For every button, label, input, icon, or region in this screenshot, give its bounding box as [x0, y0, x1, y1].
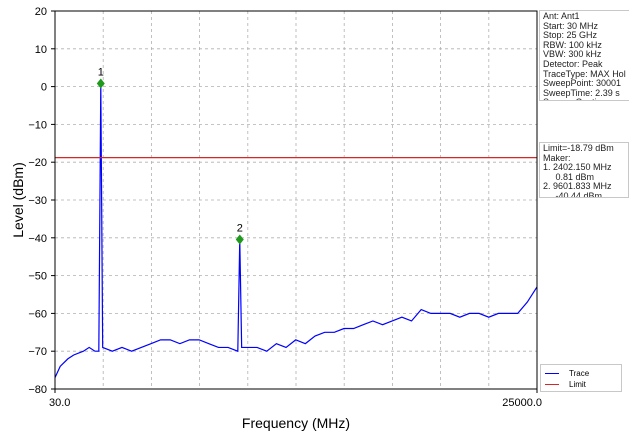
- plot-frame: [54, 10, 538, 390]
- legend-label-trace: Trace: [569, 368, 590, 378]
- legend-swatch-trace: [545, 372, 559, 374]
- x-tick-labels: 30.0 25000.0: [49, 389, 542, 409]
- x-axis-label: Frequency (MHz): [242, 415, 350, 431]
- y-tick-label: −30: [28, 195, 47, 207]
- legend-item-trace: Trace: [545, 368, 589, 378]
- y-tick-label: 0: [41, 82, 47, 94]
- legend-swatch-limit: [545, 383, 559, 385]
- grid: [55, 10, 537, 390]
- legend-item-limit: Limit: [545, 379, 586, 389]
- y-tick-labels: 20 10 0 −10 −20 −30 −40 −50 −60 −70 −80: [28, 6, 55, 396]
- x-tick-label: 30.0: [49, 397, 70, 409]
- marker-1-diamond: [96, 78, 105, 89]
- y-tick-label: −20: [28, 157, 47, 169]
- y-tick-label: −50: [28, 271, 47, 283]
- y-tick-label: −10: [28, 119, 47, 131]
- marker-2-diamond: [235, 234, 244, 245]
- markers: 12: [96, 67, 244, 245]
- y-tick-label: −80: [28, 384, 47, 396]
- y-tick-label: −70: [28, 346, 47, 358]
- trace-line: [54, 83, 538, 378]
- legend-label-limit: Limit: [569, 379, 586, 389]
- chart-legend: Trace Limit: [540, 364, 622, 392]
- y-tick-label: 20: [35, 6, 47, 18]
- marker-readout-panel: Limit=-18.79 dBm Maker: 1. 2402.150 MHz …: [539, 142, 629, 198]
- y-tick-label: −40: [28, 233, 47, 245]
- x-tick-label: 25000.0: [502, 397, 542, 409]
- y-axis-label: Level (dBm): [10, 162, 26, 237]
- sweep-settings-panel: Ant: Ant1 Start: 30 MHz Stop: 25 GHz RBW…: [539, 10, 629, 101]
- marker-2-label: 2: [237, 222, 243, 234]
- marker-1-label: 1: [98, 67, 104, 79]
- trace-series: [54, 83, 538, 378]
- y-tick-label: −60: [28, 308, 47, 320]
- y-tick-label: 10: [35, 44, 47, 56]
